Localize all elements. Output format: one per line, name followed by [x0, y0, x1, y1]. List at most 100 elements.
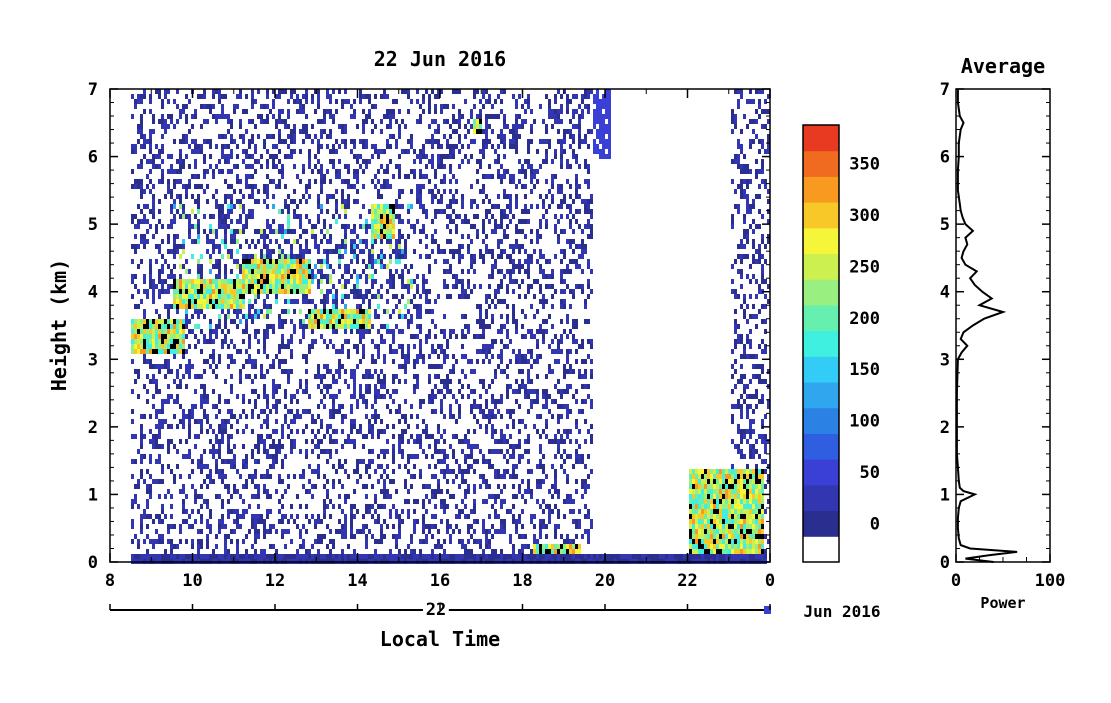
heatmap-cell	[173, 204, 176, 209]
heatmap-cell	[242, 259, 245, 264]
heatmap-cell	[245, 324, 248, 329]
heatmap-cell	[374, 259, 377, 264]
heatmap-cell	[500, 359, 503, 364]
heatmap-cell	[356, 324, 359, 329]
heatmap-cell	[263, 144, 266, 149]
heatmap-cell	[350, 274, 353, 279]
heatmap-cell	[185, 539, 188, 544]
heatmap-cell	[365, 239, 368, 244]
heatmap-cell	[515, 554, 518, 559]
heatmap-cell	[227, 344, 230, 349]
heatmap-cell	[305, 94, 308, 99]
heatmap-cell	[188, 454, 191, 459]
heatmap-cell	[296, 239, 299, 244]
heatmap-cell	[293, 274, 296, 279]
heatmap-cell	[239, 244, 242, 249]
heatmap-cell	[158, 419, 161, 424]
heatmap-cell	[428, 524, 431, 529]
heatmap-cell	[185, 154, 188, 159]
heatmap-cell	[389, 549, 392, 554]
heatmap-cell	[359, 309, 362, 314]
heatmap-cell	[311, 449, 314, 454]
heatmap-cell	[425, 289, 428, 294]
heatmap-cell	[158, 269, 161, 274]
heatmap-cell	[398, 309, 401, 314]
heatmap-cell	[509, 204, 512, 209]
heatmap-cell	[278, 139, 281, 144]
heatmap-cell	[254, 534, 257, 539]
heatmap-cell	[506, 374, 509, 379]
heatmap-cell	[191, 299, 194, 304]
heatmap-cell	[272, 104, 275, 109]
heatmap-cell	[530, 109, 533, 114]
heatmap-cell	[293, 129, 296, 134]
heatmap-cell	[251, 364, 254, 369]
heatmap-cell	[428, 434, 431, 439]
heatmap-cell	[245, 149, 248, 154]
heatmap-cell	[341, 104, 344, 109]
heatmap-cell	[494, 259, 497, 264]
heatmap-cell	[356, 234, 359, 239]
heatmap-cell	[530, 204, 533, 209]
heatmap-cell	[488, 114, 491, 119]
heatmap-cell	[383, 359, 386, 364]
heatmap-cell	[527, 434, 530, 439]
heatmap-cell	[479, 424, 482, 429]
heatmap-cell	[164, 129, 167, 134]
heatmap-cell	[380, 464, 383, 469]
heatmap-cell	[449, 469, 452, 474]
heatmap-cell	[170, 269, 173, 274]
heatmap-cell	[344, 324, 347, 329]
heatmap-cell	[431, 309, 434, 314]
heatmap-cell	[260, 234, 263, 239]
heatmap-cell	[275, 354, 278, 359]
heatmap-cell	[311, 124, 314, 129]
heatmap-cell	[467, 439, 470, 444]
heatmap-cell	[458, 439, 461, 444]
heatmap-cell	[224, 214, 227, 219]
heatmap-cell	[377, 229, 380, 234]
heatmap-cell	[524, 209, 527, 214]
heatmap-cell	[206, 464, 209, 469]
heatmap-cell	[419, 189, 422, 194]
heatmap-cell	[287, 289, 290, 294]
heatmap-cell	[242, 514, 245, 519]
heatmap-cell	[365, 264, 368, 269]
heatmap-cell	[146, 489, 149, 494]
heatmap-cell	[272, 159, 275, 164]
heatmap-cell	[140, 324, 143, 329]
heatmap-cell	[500, 394, 503, 399]
heatmap-cell	[332, 159, 335, 164]
heatmap-cell	[278, 554, 281, 559]
heatmap-cell	[137, 99, 140, 104]
heatmap-cell	[536, 279, 539, 284]
heatmap-cell	[539, 459, 542, 464]
heatmap-cell	[329, 264, 332, 269]
heatmap-cell	[314, 264, 317, 269]
heatmap-cell	[530, 489, 533, 494]
heatmap-cell	[419, 439, 422, 444]
heatmap-cell	[236, 284, 239, 289]
heatmap-cell	[350, 439, 353, 444]
heatmap-cell	[245, 479, 248, 484]
heatmap-cell	[143, 289, 146, 294]
heatmap-cell	[401, 354, 404, 359]
heatmap-cell	[407, 489, 410, 494]
heatmap-cell	[434, 104, 437, 109]
heatmap-cell	[182, 499, 185, 504]
heatmap-cell	[176, 554, 179, 559]
heatmap-cell	[191, 484, 194, 489]
heatmap-cell	[347, 294, 350, 299]
heatmap-cell	[158, 329, 161, 334]
heatmap-cell	[149, 269, 152, 274]
heatmap-cell	[161, 289, 164, 294]
heatmap-cell	[218, 359, 221, 364]
heatmap-cell	[203, 314, 206, 319]
heatmap-cell	[275, 429, 278, 434]
heatmap-cell	[380, 419, 383, 424]
heatmap-cell	[449, 329, 452, 334]
heatmap-cell	[149, 149, 152, 154]
heatmap-cell	[407, 349, 410, 354]
heatmap-cell	[428, 444, 431, 449]
heatmap-cell	[509, 454, 512, 459]
